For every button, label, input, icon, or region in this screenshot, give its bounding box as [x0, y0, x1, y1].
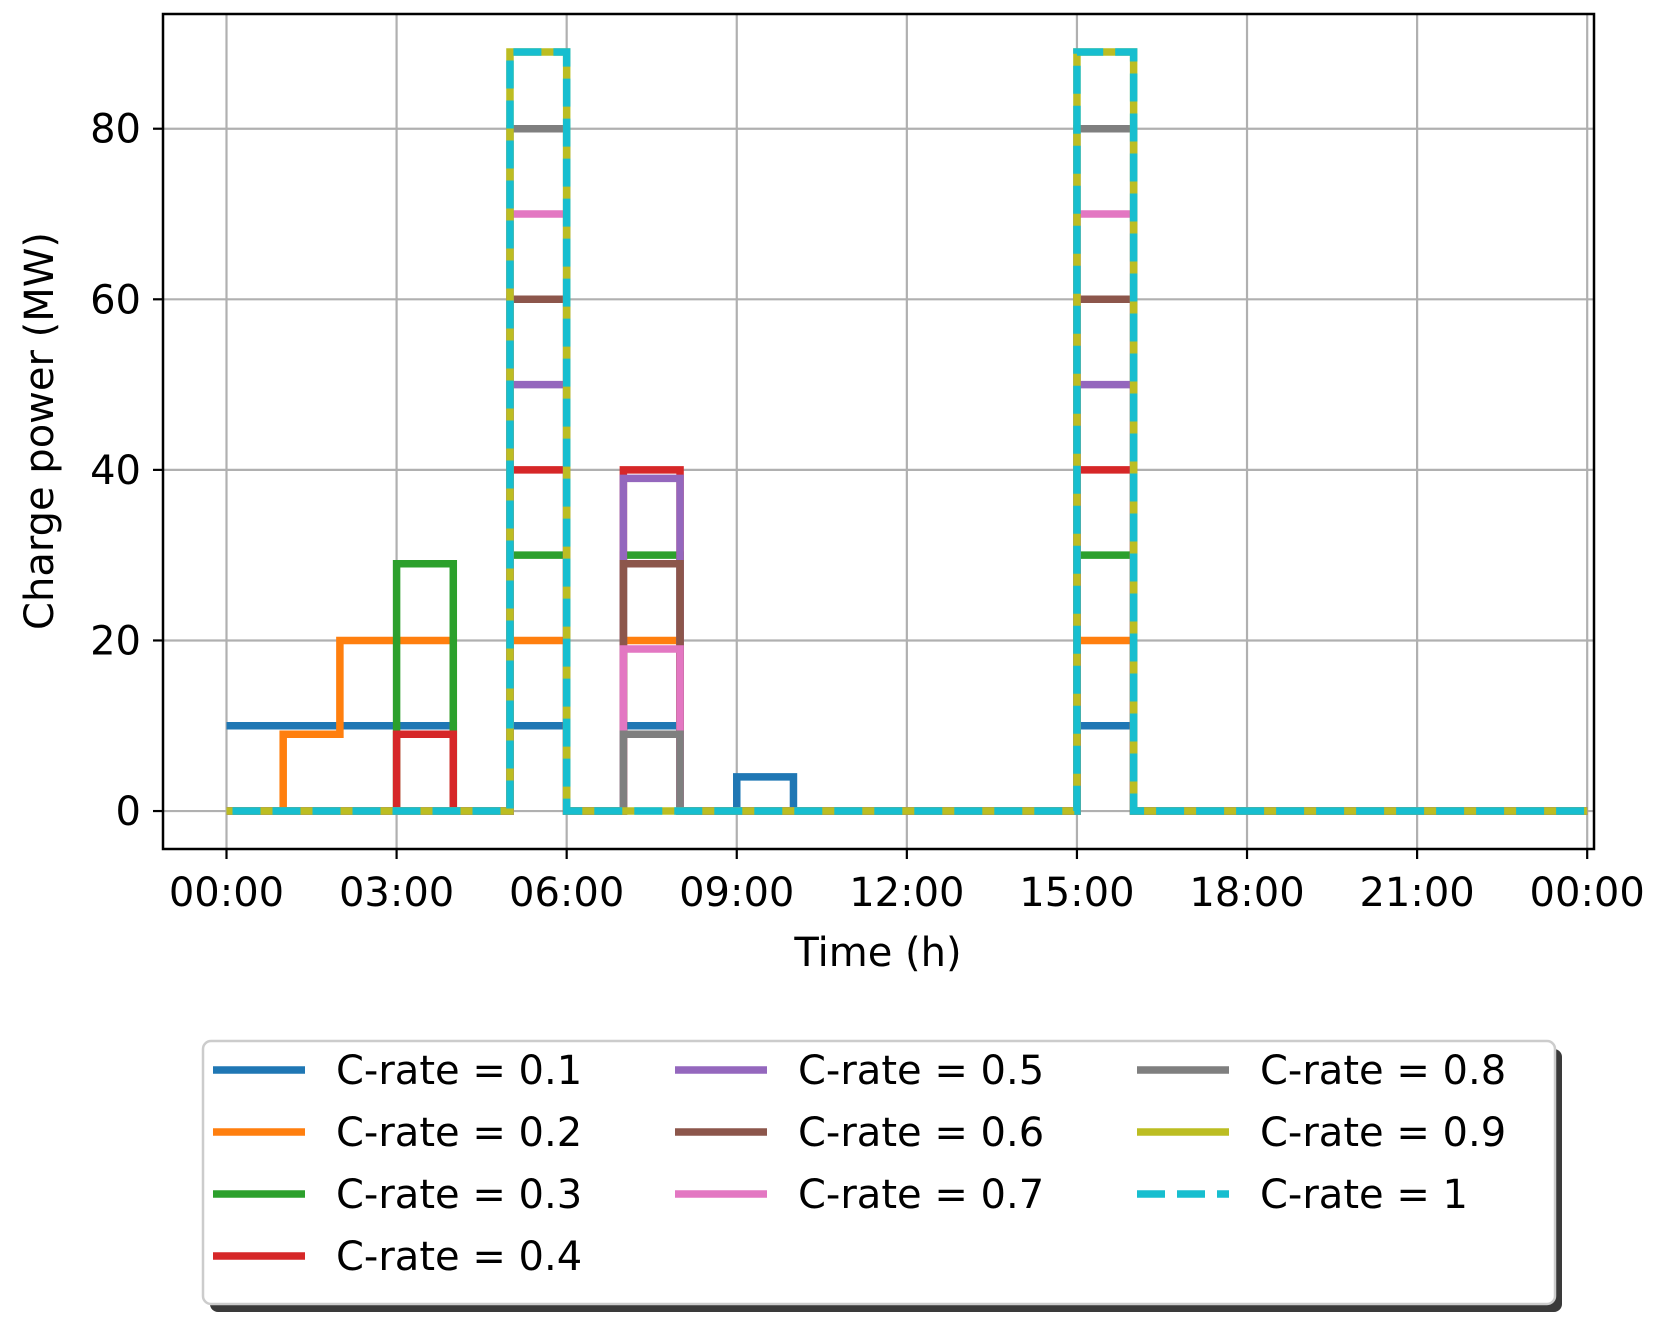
y-tick-label: 20 — [90, 618, 141, 664]
legend-label: C-rate = 0.1 — [336, 1048, 582, 1094]
y-tick-label: 60 — [90, 277, 141, 323]
y-axis-ticks: 0 20 40 60 80 — [90, 107, 163, 835]
x-tick-label: 15:00 — [1019, 870, 1134, 916]
legend-label: C-rate = 1 — [1260, 1172, 1468, 1218]
x-tick-label: 06:00 — [509, 870, 624, 916]
y-tick-label: 40 — [90, 448, 141, 494]
legend-label: C-rate = 0.4 — [336, 1234, 582, 1280]
legend-label: C-rate = 0.2 — [336, 1110, 582, 1156]
x-tick-label: 12:00 — [849, 870, 964, 916]
x-axis-ticks: 00:00 03:00 06:00 09:00 12:00 15:00 18:00 21:00… — [169, 849, 1645, 916]
legend-items: C-rate = 0.1 C-rate = 0.2 C-rate = 0.3 C-ra… — [213, 1048, 1506, 1280]
x-tick-label: 00:00 — [169, 870, 284, 916]
legend: C-rate = 0.1 C-rate = 0.2 C-rate = 0.3 C-ra… — [201, 1039, 1562, 1312]
legend-label: C-rate = 0.5 — [798, 1048, 1044, 1094]
legend-label: C-rate = 0.6 — [798, 1110, 1044, 1156]
legend-label: C-rate = 0.3 — [336, 1172, 582, 1218]
legend-label: C-rate = 0.7 — [798, 1172, 1044, 1218]
y-axis-label: Charge power (MW) — [17, 232, 63, 630]
x-axis-label: Time (h) — [793, 930, 961, 976]
series-lines — [226, 48, 1588, 815]
x-tick-label: 00:00 — [1530, 870, 1645, 916]
y-tick-label: 80 — [90, 107, 141, 153]
legend-label: C-rate = 0.8 — [1260, 1048, 1506, 1094]
x-tick-label: 03:00 — [339, 870, 454, 916]
series-line-10 — [226, 48, 1588, 815]
y-tick-label: 0 — [116, 789, 141, 835]
x-tick-label: 21:00 — [1359, 870, 1474, 916]
plot-frame — [161, 12, 1596, 851]
legend-box — [201, 1039, 1557, 1306]
x-tick-label: 18:00 — [1189, 870, 1304, 916]
legend-label: C-rate = 0.9 — [1260, 1110, 1506, 1156]
x-tick-label: 09:00 — [679, 870, 794, 916]
